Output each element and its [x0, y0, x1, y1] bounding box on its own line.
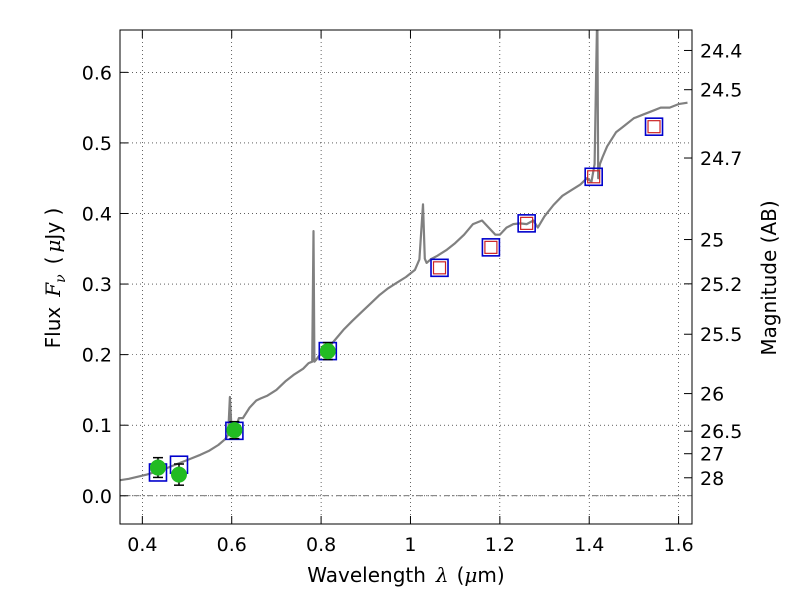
magnitude-axis-title: Magnitude (AB): [757, 200, 781, 355]
y-tick-label: 0.5: [82, 133, 112, 155]
x-tick-label: 1: [404, 534, 416, 556]
magnitude-tick-label: 25: [700, 230, 724, 252]
x-axis-ticks: 0.4 0.6 0.8 1 1.2 1.4 1.6: [127, 30, 694, 556]
grism-point-square: [584, 167, 603, 187]
grism-point-square: [517, 214, 536, 233]
magnitude-tick-label: 24.5: [700, 80, 742, 102]
y-tick-label: 0.1: [82, 415, 112, 437]
grism-point-square: [430, 258, 449, 278]
spectrum-line: [120, 30, 688, 482]
spectrum-series: [120, 30, 688, 482]
y-tick-label: 0.3: [82, 274, 112, 296]
observed-photometry-point: [149, 459, 166, 476]
x-tick-label: 0.6: [217, 534, 247, 556]
y-axis-title: FluxFν(μJy ): [41, 208, 69, 349]
y-axis-ticks: 0.0 0.1 0.2 0.3 0.4 0.5 0.6: [82, 62, 128, 508]
y-tick-label: 0.2: [82, 345, 112, 367]
grism-point-inner-box: [520, 216, 534, 230]
x-axis-title: Wavelength λ (μm): [307, 563, 504, 587]
plot-frame: [119, 29, 693, 525]
y-tick-label: 0.0: [82, 486, 112, 508]
magnitude-tick-label: 27: [700, 444, 724, 466]
magnitude-tick-label: 26: [700, 384, 724, 406]
marker-series: [148, 117, 664, 486]
grism-point-inner-box: [647, 120, 661, 134]
magnitude-tick-label: 25.2: [700, 274, 742, 296]
observed-photometry-point: [170, 466, 187, 483]
grism-point-inner-box: [587, 170, 601, 184]
magnitude-tick-label: 24.7: [700, 148, 742, 170]
y-tick-label: 0.4: [82, 203, 112, 225]
magnitude-tick-label: 24.4: [700, 40, 742, 62]
x-tick-label: 1.4: [574, 534, 604, 556]
grism-point-square: [481, 238, 501, 257]
magnitude-tick-label: 26.5: [700, 421, 742, 443]
x-tick-label: 1.2: [485, 534, 515, 556]
grism-point-square: [644, 117, 664, 136]
magnitude-tick-label: 25.5: [700, 324, 742, 346]
observed-photometry-point: [226, 422, 243, 439]
grism-point-inner-box: [484, 240, 498, 254]
observed-photometry-point: [319, 343, 336, 360]
x-tick-label: 1.6: [663, 534, 693, 556]
magnitude-tick-label: 28: [700, 468, 724, 490]
grism-point-inner-box: [432, 261, 447, 275]
x-tick-label: 0.8: [306, 534, 336, 556]
x-tick-label: 0.4: [127, 534, 157, 556]
y-tick-label: 0.6: [82, 62, 112, 84]
